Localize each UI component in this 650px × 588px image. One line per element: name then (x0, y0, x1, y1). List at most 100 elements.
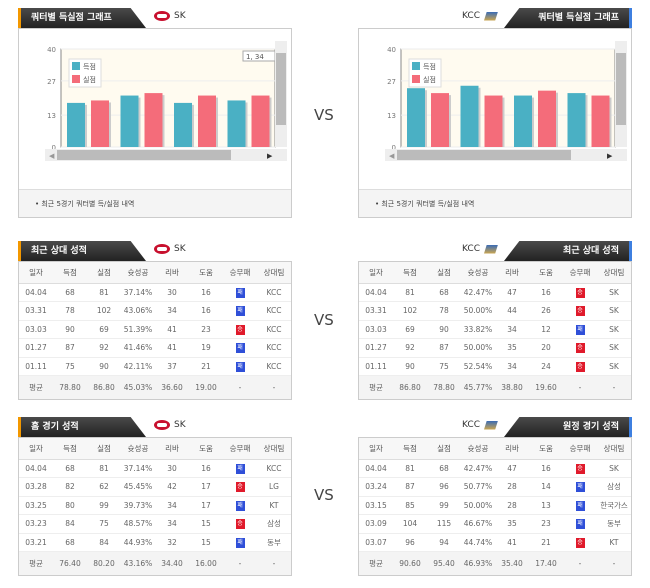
table-cell: 28 (495, 496, 529, 515)
average-cell: 평균 (19, 551, 53, 575)
average-cell: 16.00 (189, 551, 223, 575)
section-title: 쿼터별 득실점 그래프 (504, 8, 632, 28)
table-cell: KCC (257, 357, 291, 376)
table-cell: 42.11% (121, 357, 155, 376)
table-cell: 99 (427, 496, 461, 515)
table-cell: 37.14% (121, 459, 155, 478)
section-title: 홈 경기 성적 (18, 417, 146, 437)
average-cell: - (257, 551, 291, 575)
result-cell: 승 (563, 459, 597, 478)
bar (174, 102, 192, 147)
chart-footer: • 최근 5경기 쿼터별 득/실점 내역 (19, 189, 291, 217)
table-cell: 41.46% (121, 338, 155, 358)
result-badge: 승 (235, 324, 245, 335)
table-cell: 43.06% (121, 301, 155, 321)
column-header: 실점 (427, 438, 461, 460)
table-cell: 80 (53, 496, 87, 515)
table-cell: 14 (529, 477, 563, 497)
table-cell: 90 (53, 320, 87, 339)
table-cell: 81 (87, 283, 121, 302)
table-cell: 04.04 (19, 283, 53, 302)
y-tick-label: 40 (387, 46, 396, 54)
vs-label: VS (314, 486, 334, 504)
table-cell: 45.45% (121, 477, 155, 497)
vertical-scroll-thumb (616, 53, 626, 125)
table-cell: 78 (53, 301, 87, 321)
bar (460, 85, 479, 147)
table-cell: 90 (87, 357, 121, 376)
kcc-away-panel: 원정 경기 성적 KCC 일자 득점 실점 슛성공 리바 도움 승무패 상대팀 04.04 81 6… (358, 417, 632, 576)
table-cell: 35 (495, 338, 529, 358)
table-row: 03.03 69 90 33.82% 34 12 패 SK (359, 320, 631, 339)
average-cell: 평균 (19, 375, 53, 399)
table-row: 03.09 104 115 46.67% 35 23 패 동부 (359, 514, 631, 534)
table-cell: KCC (257, 301, 291, 321)
table-cell: 01.27 (359, 338, 393, 358)
table-cell: 41 (495, 533, 529, 552)
table-cell: 41 (155, 320, 189, 339)
bar (484, 95, 503, 147)
average-cell: 19.60 (529, 375, 563, 399)
table-cell: 33.82% (461, 320, 495, 339)
table-row: 03.25 80 99 39.73% 34 17 패 KT (19, 496, 291, 515)
table-cell: 34 (155, 301, 189, 321)
table-cell: 한국가스 (597, 496, 631, 515)
section-title: 원정 경기 성적 (504, 417, 632, 437)
column-header: 상대팀 (597, 262, 631, 284)
table-cell: 42.47% (461, 283, 495, 302)
result-cell: 승 (563, 338, 597, 358)
table-cell: 92 (87, 338, 121, 358)
table-cell: 01.11 (359, 357, 393, 376)
column-header: 리바 (155, 438, 189, 460)
result-badge: 패 (235, 537, 245, 548)
table-cell: 03.25 (19, 496, 53, 515)
table-cell: 32 (155, 533, 189, 552)
legend-swatch (72, 75, 80, 83)
column-header: 도움 (189, 438, 223, 460)
header-row: 일자 득점 실점 슛성공 리바 도움 승무패 상대팀 (359, 438, 631, 460)
kcc-away-table: 일자 득점 실점 슛성공 리바 도움 승무패 상대팀 04.04 81 68 42.47% 47 16 승 S… (359, 438, 631, 575)
column-header: 상대팀 (257, 438, 291, 460)
bar (431, 93, 449, 147)
table-cell: 15 (189, 514, 223, 534)
table-cell: 68 (427, 283, 461, 302)
table-row: 03.31 78 102 43.06% 34 16 패 KCC (19, 301, 291, 321)
result-badge: 패 (575, 482, 585, 493)
table-row: 03.15 85 99 50.00% 28 13 패 한국가스 (359, 496, 631, 515)
table-cell: 81 (87, 459, 121, 478)
average-cell: 17.40 (529, 551, 563, 575)
column-header: 도움 (529, 262, 563, 284)
table-cell: 81 (393, 283, 427, 302)
table-cell: 75 (53, 357, 87, 376)
bar (227, 100, 246, 147)
table-row: 03.21 68 84 44.93% 32 15 패 동부 (19, 533, 291, 552)
sk-quarter-chart[interactable]: 40 27 13 0 득점 실점 1, 34 ◀ ▶ (45, 41, 287, 167)
bar (198, 95, 216, 147)
result-cell: 승 (563, 301, 597, 321)
y-tick-label: 0 (392, 144, 396, 152)
column-header: 실점 (87, 438, 121, 460)
result-cell: 패 (563, 477, 597, 497)
kcc-recent-panel: 최근 상대 성적 KCC 일자 득점 실점 슛성공 리바 도움 승무패 상대팀 04.04 81 6… (358, 241, 632, 400)
table-row: 03.23 84 75 48.57% 34 15 승 삼성 (19, 514, 291, 534)
table-cell: 35 (495, 514, 529, 534)
team-label: KCC (462, 11, 498, 21)
table-cell: 04.04 (359, 283, 393, 302)
y-tick-label: 13 (47, 112, 56, 120)
table-cell: 23 (189, 320, 223, 339)
table-cell: 28 (495, 477, 529, 497)
vertical-scroll-thumb (276, 53, 286, 125)
kcc-recent-table: 일자 득점 실점 슛성공 리바 도움 승무패 상대팀 04.04 81 68 42.47% 47 16 승 S… (359, 262, 631, 399)
column-header: 도움 (189, 262, 223, 284)
table-row: 01.11 90 75 52.54% 34 24 승 SK (359, 357, 631, 376)
kcc-quarter-chart[interactable]: 40 27 13 0 득점 실점 ◀ ▶ (385, 41, 627, 167)
result-badge: 패 (235, 343, 245, 354)
column-header: 일자 (19, 262, 53, 284)
column-header: 상대팀 (257, 262, 291, 284)
legend-label: 득점 (83, 63, 96, 71)
table-cell: 69 (87, 320, 121, 339)
result-cell: 승 (223, 477, 257, 497)
table-cell: 20 (529, 338, 563, 358)
header-row: 일자 득점 실점 슛성공 리바 도움 승무패 상대팀 (19, 438, 291, 460)
bar (538, 90, 556, 147)
